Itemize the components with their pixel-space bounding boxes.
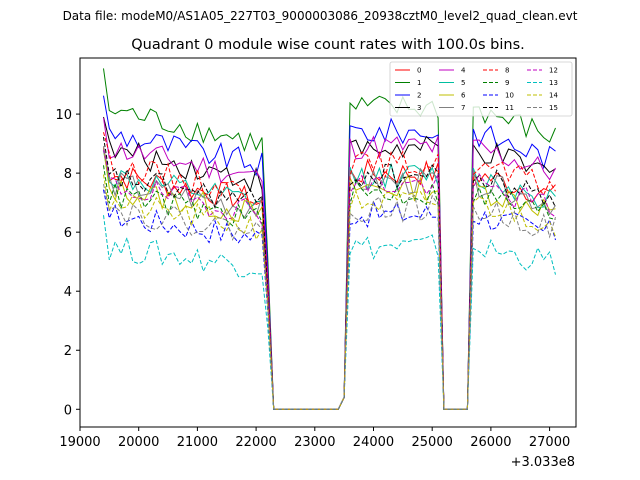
legend-label-1: 1 — [417, 79, 421, 87]
legend-label-11: 11 — [505, 104, 514, 112]
series-line-15 — [103, 183, 556, 410]
plot-frame — [79, 57, 577, 428]
legend-label-0: 0 — [417, 67, 421, 75]
y-axis: 0 2 4 6 8 10 — [55, 108, 80, 418]
plot-area — [80, 58, 576, 427]
y-tick-label: 10 — [55, 108, 72, 123]
y-tick-label: 0 — [64, 403, 72, 418]
legend-label-13: 13 — [549, 79, 558, 87]
legend-label-7: 7 — [461, 104, 465, 112]
legend-label-3: 3 — [417, 104, 421, 112]
x-tick-label: 22000 — [235, 435, 276, 450]
x-axis: 19000 20000 21000 22000 23000 24000 25000 26000… — [59, 427, 570, 450]
legend-label-12: 12 — [549, 67, 558, 75]
chart-suptitle: Data file: modeM0/AS1A05_227T03_90000030… — [63, 9, 578, 23]
legend-label-6: 6 — [461, 92, 466, 100]
legend-label-4: 4 — [461, 67, 466, 75]
y-tick-label: 6 — [64, 226, 72, 241]
y-tick-label: 4 — [64, 285, 72, 300]
legend-label-5: 5 — [461, 79, 465, 87]
series-layer — [103, 68, 556, 410]
x-tick-label: 26000 — [470, 435, 511, 450]
legend-label-8: 8 — [505, 67, 509, 75]
legend-label-15: 15 — [549, 104, 558, 112]
x-tick-label: 21000 — [177, 435, 218, 450]
x-tick-label: 20000 — [118, 435, 159, 450]
x-tick-label: 24000 — [353, 435, 394, 450]
x-offset-label: +3.033e8 — [511, 455, 575, 470]
y-tick-label: 8 — [64, 167, 72, 182]
legend-box — [389, 61, 573, 117]
legend-label-14: 14 — [549, 92, 558, 100]
x-tick-label: 27000 — [529, 435, 570, 450]
legend-label-9: 9 — [505, 79, 509, 87]
chart-title: Quadrant 0 module wise count rates with … — [131, 37, 525, 53]
series-line-11 — [103, 137, 556, 410]
series-line-12 — [103, 149, 556, 410]
x-tick-label: 19000 — [59, 435, 100, 450]
y-tick-label: 2 — [64, 344, 72, 359]
legend-label-2: 2 — [417, 92, 421, 100]
x-tick-label: 25000 — [412, 435, 453, 450]
legend-label-10: 10 — [505, 92, 514, 100]
x-tick-label: 23000 — [294, 435, 335, 450]
